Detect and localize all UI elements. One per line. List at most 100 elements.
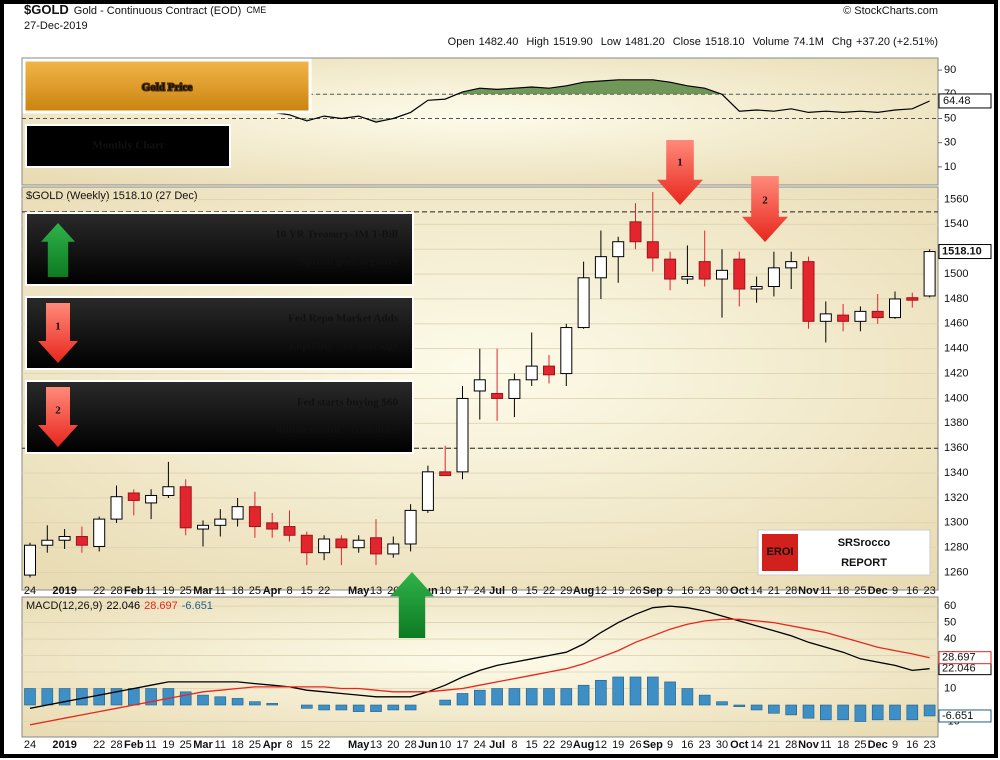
macd-line [29,618,930,726]
candle-body [681,276,694,280]
histogram-bar [871,704,884,721]
x-tick-label: 16 [681,585,693,597]
note-marker: 1 [55,321,61,333]
x-tick-label: 23 [923,585,935,597]
y-tick-label: 50 [944,112,956,124]
note-down-arrow [38,387,78,447]
x-tick-label: 10 [439,585,451,597]
value-tag [938,93,992,109]
chart-up-arrow [390,572,434,638]
quote-value: 1518.10 [705,36,745,48]
x-tick-label: 24 [24,585,36,597]
x-tick-label: 8 [286,739,292,751]
x-tick-label: 23 [699,585,711,597]
x-tick-label: Apr [263,585,283,597]
histogram-bar [854,704,867,722]
histogram-bar [370,704,382,712]
x-tick-label: Jun [418,739,438,751]
x-tick-label: 23 [923,739,935,751]
quote-label: Volume [753,36,790,48]
chart-arrow-1 [657,140,703,205]
x-tick-label: Aug [573,585,594,597]
histogram-bar [456,693,469,706]
y-tick-label: 90 [944,64,956,76]
candle-body [889,298,901,319]
candle-body [145,494,158,504]
value-tag [938,709,992,723]
candle-body [716,269,728,280]
x-tick-label: 8 [511,585,517,597]
histogram-bar [335,704,348,711]
x-tick-label: 25 [854,585,866,597]
x-tick-label: 17 [456,585,468,597]
candle-body [594,256,607,279]
x-tick-label: 24 [474,585,486,597]
candle-body [93,518,106,547]
candle-body [127,492,140,501]
candle-body [646,241,659,259]
x-tick-label: 9 [667,585,673,597]
last-value-label: 28.697 [942,652,976,664]
histogram-bar [543,688,555,706]
candle-body [370,537,382,555]
logo-name: SRSrocco [838,537,891,549]
legend-value: 28.697 [144,600,178,612]
x-tick-label: 25 [249,585,261,597]
histogram-bar [646,676,659,706]
logo-badge-text: EROI [767,546,794,558]
header-title: $GOLD Gold - Continuous Contract (EOD) CME [24,2,266,17]
quote-row: Open 1482.40 High 1519.90 Low 1481.20 Close 151… [448,36,938,48]
y-tick-label: 50 [944,616,956,628]
x-tick-label: 13 [370,585,382,597]
annotation-subtitle: Monthly Chart [92,140,164,152]
y-tick-label: 1260 [944,566,968,578]
x-tick-label: 29 [560,739,572,751]
x-tick-label: 11 [215,739,226,751]
x-tick-label: 26 [629,585,641,597]
x-tick-label: 19 [612,739,624,751]
histogram-bar [231,698,244,706]
x-tick-label: 14 [750,739,762,751]
candle-body [300,534,313,554]
x-tick-label: 16 [906,585,918,597]
x-tick-label: 22 [93,585,105,597]
histogram-bar [473,689,486,706]
candle-body [214,518,227,526]
note-box [25,296,414,370]
histogram-bar [595,679,607,706]
x-tick-label: 18 [837,739,849,751]
candle-body [543,365,555,376]
x-tick-label: Nov [798,585,820,597]
histogram-bar [698,694,711,706]
histogram-bar [404,704,417,711]
note-line: Fed starts buying $60 [297,397,399,409]
note-box [25,212,414,286]
x-tick-label: 23 [699,739,711,751]
quote-value: +37.20 (+2.51%) [856,36,938,48]
candle-body [197,524,209,530]
y-tick-label: 1300 [944,517,968,529]
y-tick-label: 1480 [944,293,968,305]
candle-body [577,277,590,329]
histogram-bar [41,688,54,706]
histogram-bar [785,704,798,716]
x-tick-label: 29 [560,585,572,597]
histogram-bar [318,704,330,711]
panel-title: $GOLD (Weekly) 1518.10 (27 Dec) [26,190,198,202]
title-box [22,58,312,114]
histogram-bar [24,688,36,706]
weak-fill [299,118,394,123]
x-tick-label: 19 [612,585,624,597]
x-tick-label: 14 [750,585,762,597]
histogram-bar [733,704,746,707]
candle-body [750,286,763,290]
candle-body [629,221,642,243]
last-close-label: 1518.10 [942,245,982,257]
x-tick-label: 30 [716,739,728,751]
x-tick-label: 28 [110,585,122,597]
x-tick-label: 11 [820,585,831,597]
histogram-bar [76,688,88,706]
histogram-bar [525,688,538,706]
x-tick-label: 30 [716,585,728,597]
histogram-bar [197,694,209,706]
